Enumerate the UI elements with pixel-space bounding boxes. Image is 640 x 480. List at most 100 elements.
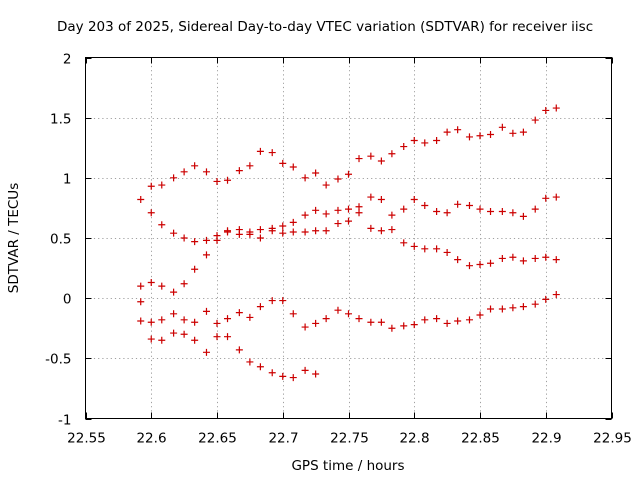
data-point-marker <box>180 330 188 338</box>
y-tick-label: -0.5 <box>45 352 71 368</box>
data-point-marker <box>465 202 473 210</box>
data-point-marker <box>377 195 385 203</box>
data-point-marker <box>421 139 429 147</box>
data-point-marker <box>345 217 352 225</box>
data-point-marker <box>147 209 155 217</box>
data-point-marker <box>289 163 297 171</box>
data-point-marker <box>202 307 210 315</box>
data-point-marker <box>388 324 396 332</box>
data-point-marker <box>410 137 418 145</box>
x-tick-label: 22.9 <box>531 431 561 447</box>
x-tick-label: 22.75 <box>330 431 369 447</box>
data-point-marker <box>465 262 473 270</box>
data-point-marker <box>433 137 441 145</box>
data-point-marker <box>180 280 188 288</box>
data-point-marker <box>377 227 385 235</box>
data-point-marker <box>509 129 517 137</box>
data-points <box>137 104 560 382</box>
data-point-marker <box>191 336 199 344</box>
data-point-marker <box>279 159 287 167</box>
data-point-marker <box>246 162 254 170</box>
data-point-marker <box>279 297 287 305</box>
y-tick-labels: -1 -0.5 0 0.5 1 1.5 2 <box>45 52 71 429</box>
y-tick-label: 1 <box>63 172 72 188</box>
y-tick-label: 1.5 <box>50 112 71 128</box>
y-axis-label: SDTVAR / TECUs <box>6 183 22 293</box>
data-point-marker <box>235 230 243 238</box>
data-point-marker <box>476 205 484 213</box>
x-tick-label: 22.85 <box>461 431 500 447</box>
y-tick-label: 2 <box>63 52 72 68</box>
data-point-marker <box>552 256 560 264</box>
data-point-marker <box>256 226 264 234</box>
data-point-marker <box>158 282 166 290</box>
data-point-marker <box>256 234 264 242</box>
data-point-marker <box>487 208 495 216</box>
data-point-marker <box>345 205 352 213</box>
data-point-marker <box>509 209 517 217</box>
data-point-marker <box>421 202 429 210</box>
data-point-marker <box>246 358 254 366</box>
data-point-marker <box>519 212 527 220</box>
data-point-marker <box>279 229 287 237</box>
data-point-marker <box>410 242 418 250</box>
data-point-marker <box>377 318 385 326</box>
data-point-marker <box>137 298 145 306</box>
data-point-marker <box>147 335 155 343</box>
data-point-marker <box>421 316 429 324</box>
data-point-marker <box>301 174 309 182</box>
data-point-marker <box>158 316 166 324</box>
x-tick-label: 22.8 <box>399 431 429 447</box>
data-point-marker <box>268 297 276 305</box>
data-point-marker <box>552 291 560 299</box>
data-point-marker <box>312 370 320 378</box>
data-point-marker <box>137 317 145 325</box>
data-point-marker <box>202 236 210 244</box>
data-point-marker <box>542 253 550 261</box>
data-point-marker <box>476 132 484 140</box>
data-point-marker <box>312 319 320 327</box>
data-point-marker <box>443 128 451 136</box>
x-tick-label: 22.7 <box>268 431 298 447</box>
data-point-marker <box>301 211 309 219</box>
x-axis-label: GPS time / hours <box>291 458 404 474</box>
data-point-marker <box>191 162 199 170</box>
data-point-marker <box>137 195 145 203</box>
data-point-marker <box>552 193 560 201</box>
data-point-marker <box>170 174 178 182</box>
data-point-marker <box>301 366 309 374</box>
data-point-marker <box>487 259 495 267</box>
x-tick-label: 22.95 <box>593 431 632 447</box>
data-point-marker <box>498 123 506 131</box>
data-point-marker <box>531 300 539 308</box>
data-point-marker <box>256 303 264 311</box>
data-point-marker <box>345 310 352 318</box>
data-point-marker <box>268 149 276 157</box>
data-point-marker <box>465 316 473 324</box>
data-point-marker <box>224 176 232 184</box>
data-point-marker <box>400 143 408 151</box>
data-point-marker <box>158 336 166 344</box>
data-point-marker <box>531 205 539 213</box>
data-point-marker <box>443 209 451 217</box>
data-point-marker <box>213 236 221 244</box>
data-point-marker <box>400 239 408 247</box>
data-point-marker <box>519 303 527 311</box>
data-point-marker <box>202 251 210 259</box>
data-point-marker <box>476 260 484 268</box>
data-point-marker <box>542 106 550 114</box>
data-point-marker <box>509 304 517 312</box>
data-point-marker <box>410 321 418 329</box>
data-point-marker <box>191 238 199 246</box>
x-tick-label: 22.55 <box>67 431 106 447</box>
data-point-marker <box>443 319 451 327</box>
data-point-marker <box>421 245 429 253</box>
data-point-marker <box>147 279 155 287</box>
data-point-marker <box>388 150 396 158</box>
y-tick-label: 0 <box>63 292 72 308</box>
data-point-marker <box>268 224 276 232</box>
data-point-marker <box>519 257 527 265</box>
data-point-marker <box>334 175 342 183</box>
chart-title: Day 203 of 2025, Sidereal Day-to-day VTE… <box>57 19 593 35</box>
